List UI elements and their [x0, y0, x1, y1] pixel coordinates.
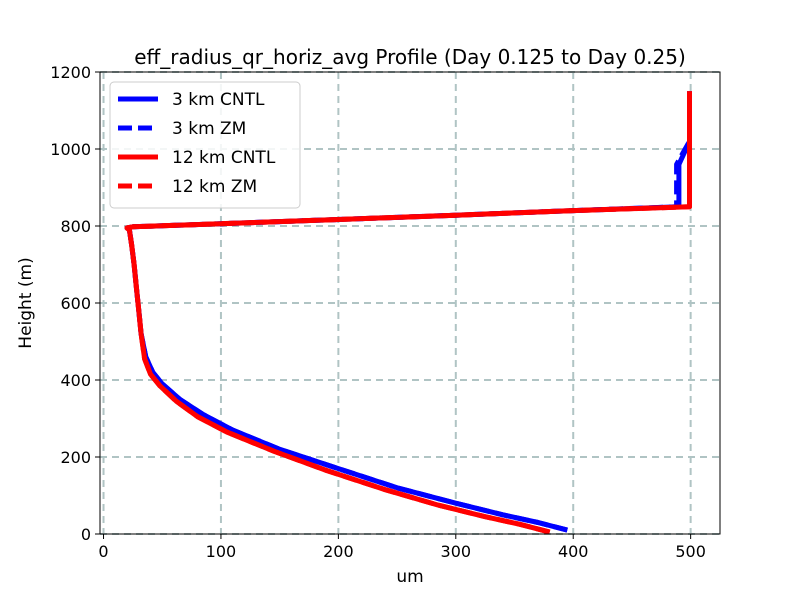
y-axis-label: Height (m): [16, 257, 36, 348]
series-line-3: [124, 91, 692, 535]
y-tick-label-0: 0: [81, 525, 91, 544]
legend-label-1: 3 km ZM: [172, 119, 246, 139]
y-tick-label-4: 800: [60, 217, 91, 236]
legend-label-0: 3 km CNTL: [172, 90, 265, 110]
y-tick-label-1: 200: [60, 448, 91, 467]
y-tick-label-3: 600: [60, 294, 91, 313]
x-tick-label-5: 500: [675, 542, 706, 561]
y-tick-label-2: 400: [60, 371, 91, 390]
y-ticks: 0 200 400 600 800 1000 1200: [50, 63, 100, 544]
x-tick-label-0: 0: [98, 542, 108, 561]
y-tick-label-5: 1000: [50, 140, 91, 159]
legend-label-2: 12 km CNTL: [172, 148, 276, 168]
x-axis-label: um: [396, 567, 423, 587]
x-tick-label-3: 300: [441, 542, 472, 561]
x-tick-label-2: 200: [323, 542, 354, 561]
x-tick-label-4: 400: [558, 542, 589, 561]
x-tick-label-1: 100: [206, 542, 237, 561]
y-tick-label-6: 1200: [50, 63, 91, 82]
legend-box: [109, 81, 301, 209]
chart-title: eff_radius_qr_horiz_avg Profile (Day 0.1…: [134, 45, 686, 69]
legend: 3 km CNTL 3 km ZM 12 km CNTL 12 km ZM: [109, 81, 301, 209]
x-ticks: 0 100 200 300 400 500: [98, 534, 706, 561]
legend-label-3: 12 km ZM: [172, 177, 257, 197]
series-lines: [124, 91, 692, 535]
